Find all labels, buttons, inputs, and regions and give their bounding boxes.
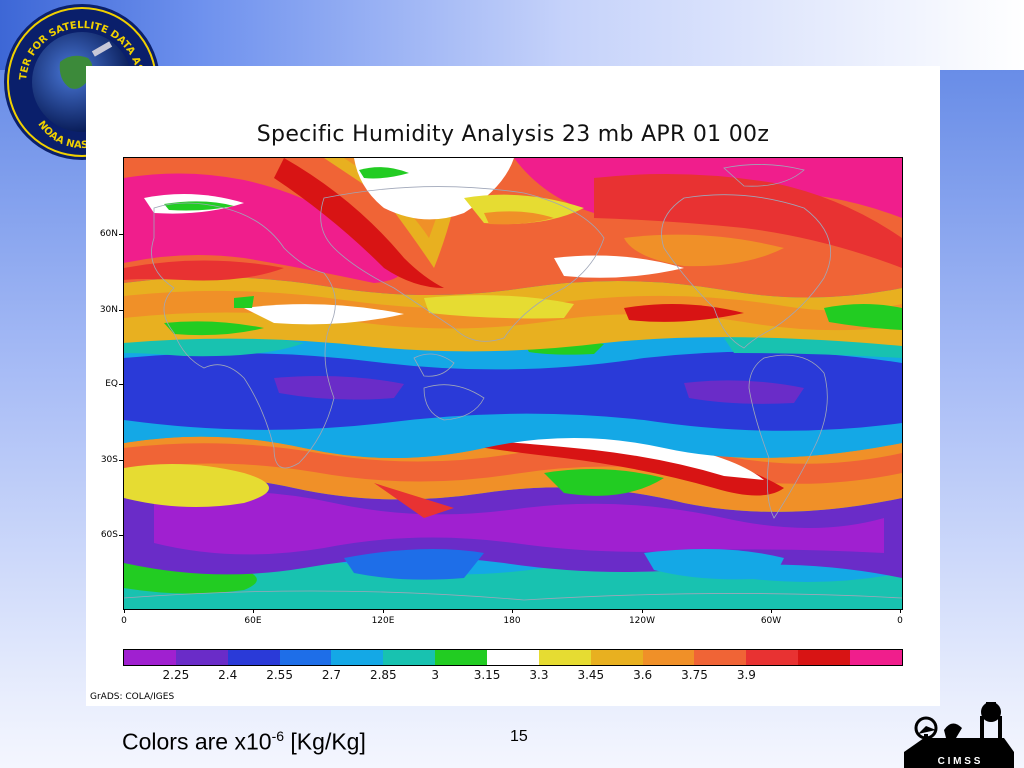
colorbar-label: 3	[431, 668, 439, 682]
colorbar-label: 3.45	[577, 668, 605, 682]
colorbar-segment	[279, 650, 332, 665]
cimss-logo-text: C I M S S	[938, 756, 981, 767]
colorbar-segment	[694, 650, 747, 665]
lat-tick	[119, 310, 123, 311]
colorbar-label: 3.75	[681, 668, 708, 682]
colorbar-label: 2.4	[218, 668, 238, 682]
colorbar-label: 3.6	[633, 668, 653, 682]
colorbar-segment	[798, 650, 851, 665]
lat-label-30n: 30N	[99, 305, 118, 315]
lon-label-0: 0	[121, 616, 127, 626]
lat-tick	[119, 384, 123, 385]
colorbar-segment	[487, 650, 539, 665]
lon-label-120w: 120W	[628, 616, 656, 626]
colorbar-segment	[850, 650, 902, 665]
lon-label-60e: 60E	[244, 616, 262, 626]
lat-label-60n: 60N	[99, 229, 118, 239]
lat-tick	[119, 234, 123, 235]
lat-label-eq: EQ	[105, 379, 118, 389]
lat-tick	[119, 460, 123, 461]
lon-label-0-east: 0	[897, 616, 903, 626]
lon-tick	[900, 609, 901, 613]
colorbar-label: 3.15	[473, 668, 501, 682]
lon-tick	[383, 609, 384, 613]
lon-label-120e: 120E	[371, 616, 395, 626]
colorbar-segment	[331, 650, 384, 665]
units-caption: Colors are x10-6 [Kg/Kg]	[122, 728, 366, 756]
caption-text: Colors are x10	[122, 728, 272, 755]
cimss-logo-icon: C I M S S	[904, 702, 1014, 768]
slide-header-gradient	[0, 0, 1024, 70]
lat-label-60s: 60S	[100, 530, 118, 540]
colorbar-label: 2.7	[321, 668, 341, 682]
colorbar-label: 2.55	[266, 668, 293, 682]
lon-tick	[253, 609, 254, 613]
colorbar-segment	[590, 650, 643, 665]
lon-tick	[771, 609, 772, 613]
lon-tick	[124, 609, 125, 613]
humidity-map	[123, 157, 903, 610]
humidity-map-graphic	[124, 158, 902, 609]
grads-credit: GrADS: COLA/IGES	[90, 692, 175, 702]
colorbar-segment	[746, 650, 799, 665]
colorbar-label: 2.85	[369, 668, 397, 682]
colorbar-segment	[227, 650, 280, 665]
colorbar-label: 2.25	[162, 668, 190, 682]
colorbar-segment	[538, 650, 591, 665]
colorbar-label: 3.3	[529, 668, 549, 682]
lat-label-30s: 30S	[100, 455, 118, 465]
colorbar-label: 3.9	[736, 668, 756, 682]
colorbar-segment	[435, 650, 488, 665]
colorbar-segment	[383, 650, 436, 665]
page-number: 15	[510, 728, 528, 745]
lat-tick	[119, 535, 123, 536]
color-legend-bar	[123, 649, 903, 666]
caption-unit: [Kg/Kg]	[284, 728, 366, 755]
lon-tick	[642, 609, 643, 613]
colorbar-segment	[175, 650, 228, 665]
colorbar-segment	[642, 650, 695, 665]
caption-exponent: -6	[271, 728, 285, 744]
lon-tick	[512, 609, 513, 613]
colorbar-segment	[124, 650, 176, 665]
map-title: Specific Humidity Analysis 23 mb APR 01 …	[256, 122, 770, 147]
lon-label-180: 180	[503, 616, 521, 626]
lon-label-60w: 60W	[760, 616, 782, 626]
